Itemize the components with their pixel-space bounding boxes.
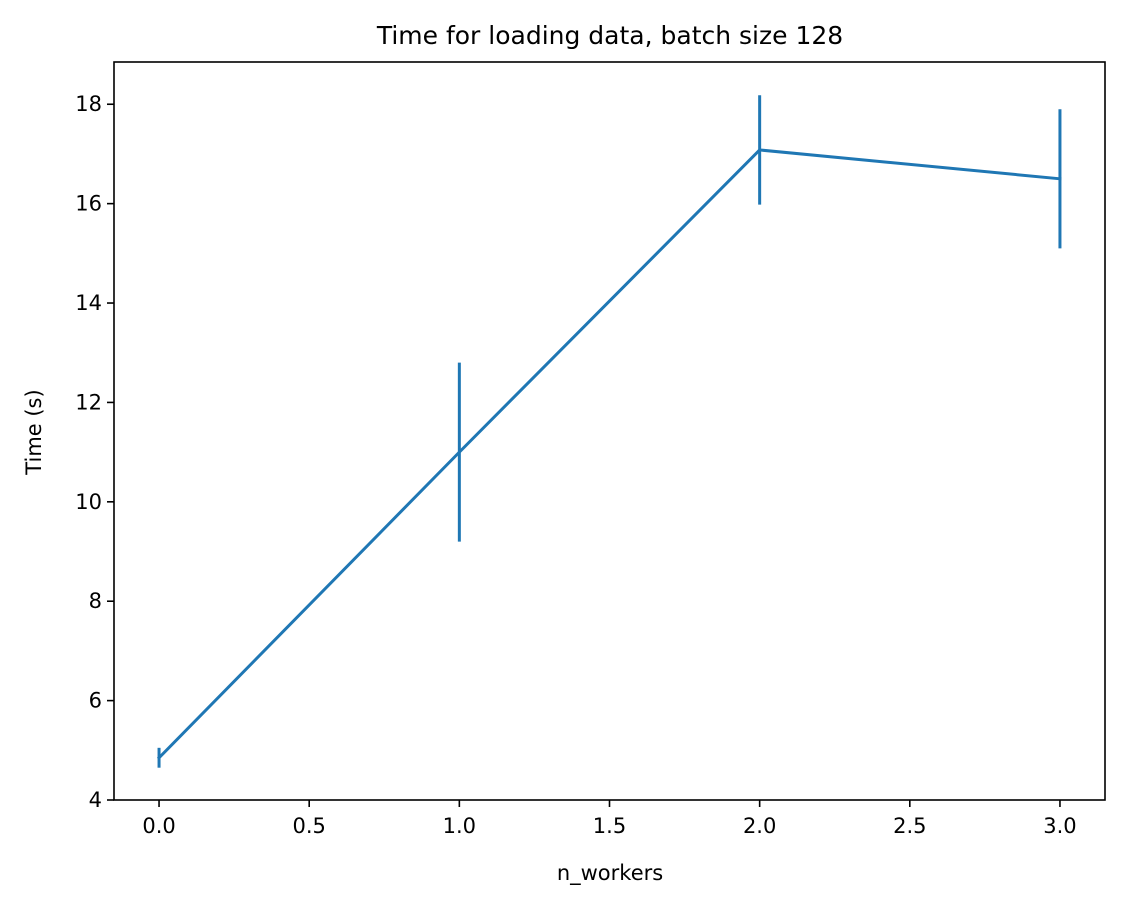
y-tick-label: 8 (89, 589, 102, 613)
series-line (156, 148, 1062, 760)
y-tick-label: 14 (75, 291, 102, 315)
x-tick-label: 2.5 (893, 814, 926, 838)
y-tick-label: 10 (75, 490, 102, 514)
y-tick-label: 18 (75, 92, 102, 116)
x-tick-label: 0.0 (142, 814, 175, 838)
x-tick-label: 1.5 (593, 814, 626, 838)
x-axis-label: n_workers (557, 861, 663, 886)
x-tick-label: 1.0 (443, 814, 476, 838)
plot-area: 0.0 0.5 1.0 1.5 2.0 2.5 3.0 4 6 8 10 12 14 16 18 (75, 61, 1106, 838)
x-tick-label: 3.0 (1043, 814, 1076, 838)
y-axis-label: Time (s) (22, 389, 46, 475)
y-tick-label: 12 (75, 390, 102, 414)
chart-title: Time for loading data, batch size 128 (376, 21, 843, 50)
x-tick-label: 2.0 (743, 814, 776, 838)
x-tick-label: 0.5 (292, 814, 325, 838)
y-tick-label: 16 (75, 192, 102, 216)
y-tick-label: 4 (89, 788, 102, 812)
plot-frame (113, 61, 1106, 801)
y-tick-label: 6 (89, 689, 102, 713)
